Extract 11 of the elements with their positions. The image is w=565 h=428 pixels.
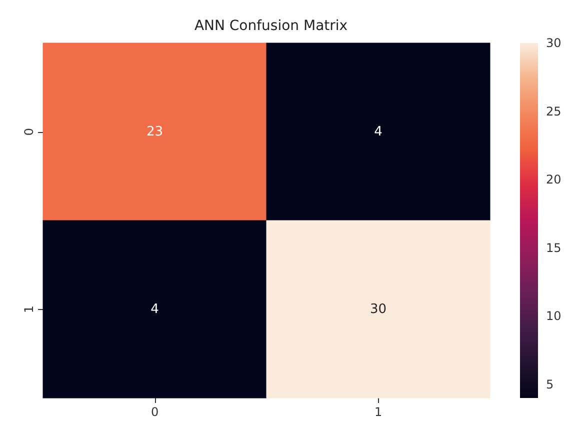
color-bar-label: 20 xyxy=(546,172,562,187)
data-label: 4 xyxy=(374,124,382,140)
data-label: 30 xyxy=(370,302,387,317)
data-label: 23 xyxy=(146,124,164,140)
chart-title: ANN Confusion Matrix xyxy=(194,18,348,34)
color-bar-label: 10 xyxy=(546,309,562,324)
color-bar-label: 25 xyxy=(546,104,562,118)
color-bar-label: 5 xyxy=(546,377,554,392)
color-bar-label: 15 xyxy=(546,240,562,255)
data-label: 4 xyxy=(150,302,159,317)
color-bar-label: 30 xyxy=(546,36,562,50)
